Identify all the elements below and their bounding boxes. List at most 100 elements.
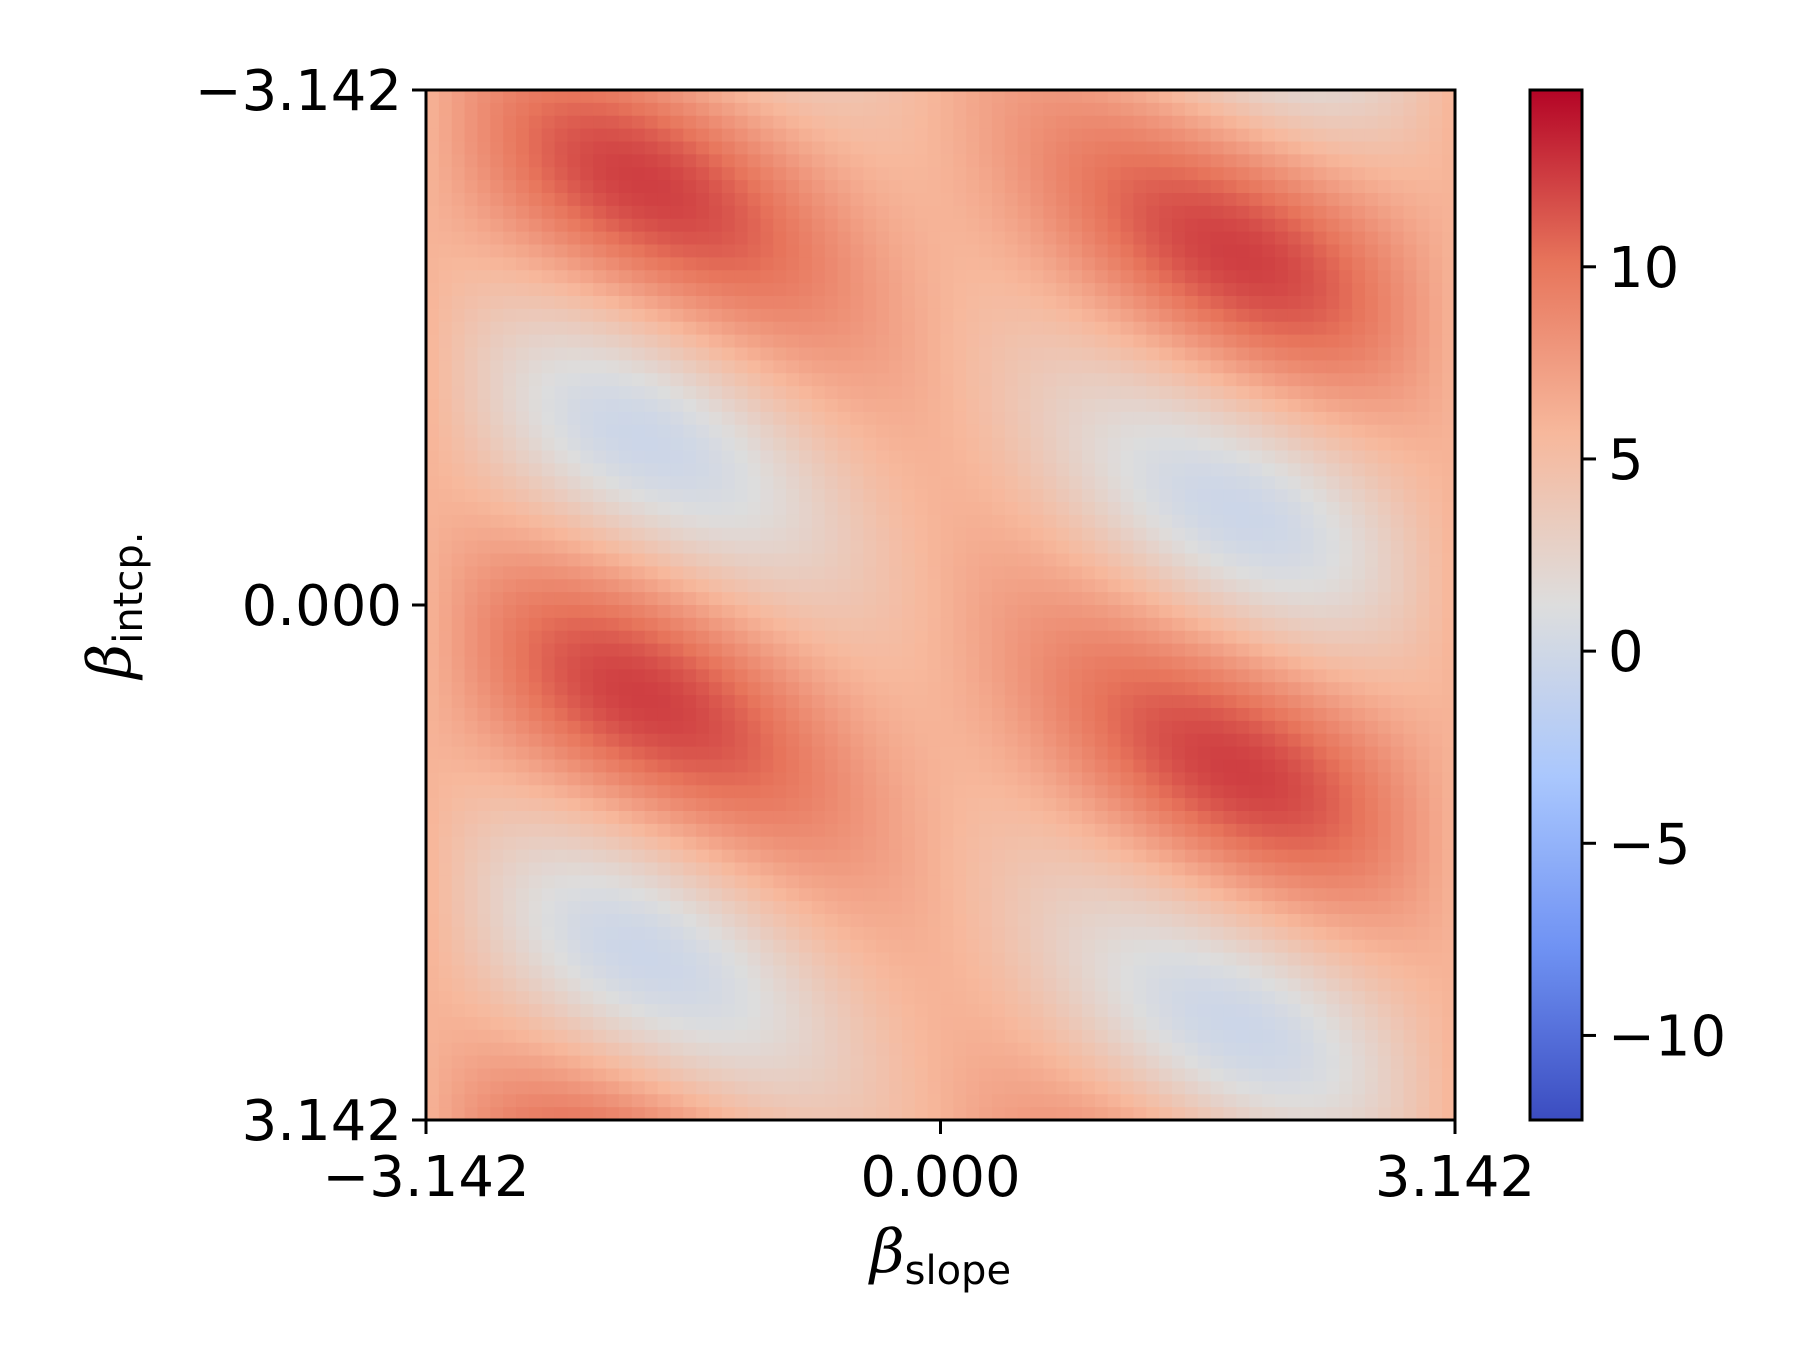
heatmap-cell [927,669,942,683]
heatmap-cell [1403,270,1418,284]
heatmap-cell [1429,424,1443,439]
heatmap-cell [863,193,877,207]
heatmap-cell [1069,115,1083,130]
heatmap-cell [1172,798,1186,812]
heatmap-cell [721,386,736,400]
heatmap-cell [1172,399,1186,413]
heatmap-cell [1133,321,1147,336]
heatmap-cell [1377,141,1392,155]
heatmap-cell [734,476,749,490]
heatmap-cell [927,566,942,580]
heatmap-cell [1120,592,1135,606]
heatmap-cell [1364,102,1379,117]
heatmap-cell [799,450,813,464]
heatmap-cell [799,798,813,812]
heatmap-cell [1326,579,1340,593]
heatmap-cell [1017,231,1032,246]
heatmap-cell [426,257,440,271]
heatmap-cell [1377,579,1392,593]
heatmap-cell [1197,154,1212,168]
heatmap-cell [914,296,929,310]
heatmap-cell [631,180,646,194]
heatmap-cell [1223,772,1237,786]
heatmap-cell [1339,180,1353,194]
heatmap-cell [554,720,569,735]
heatmap-cell [1017,308,1032,323]
heatmap-cell [567,476,581,490]
heatmap-cell [696,811,710,825]
heatmap-cell [747,669,762,683]
heatmap-cell [1094,566,1109,580]
heatmap-cell [567,617,581,632]
heatmap-cell [644,617,659,632]
heatmap-cell [1094,296,1109,310]
heatmap-cell [1159,514,1173,529]
heatmap-cell [889,360,903,374]
heatmap-cell [811,180,826,194]
heatmap-cell [1249,257,1263,271]
heatmap-cell [837,849,852,864]
heatmap-cell [1017,823,1032,838]
heatmap-cell [606,167,620,181]
heatmap-cell [1390,489,1405,503]
heatmap-cell [528,849,543,864]
heatmap-cell [516,296,530,310]
heatmap-cell [606,617,620,632]
heatmap-cell [1364,244,1379,258]
heatmap-cell [1403,836,1418,851]
heatmap-cell [760,128,774,143]
heatmap-cell [567,566,581,580]
heatmap-cell [451,128,466,143]
heatmap-cell [1146,321,1160,336]
heatmap-cell [1197,682,1212,696]
heatmap-cell [1056,823,1070,838]
heatmap-cell [1004,411,1019,426]
heatmap-cell [760,669,774,683]
heatmap-cell [1300,566,1315,580]
heatmap-cell [837,90,852,104]
heatmap-cell [786,566,800,580]
heatmap-cell [940,128,954,143]
heatmap-cell [490,862,504,876]
heatmap-cell [1262,180,1276,194]
heatmap-cell [567,759,581,773]
heatmap-cell [477,669,491,683]
heatmap-cell [1004,102,1019,117]
heatmap-cell [940,605,954,619]
heatmap-cell [631,308,646,323]
heatmap-cell [451,231,466,246]
heatmap-cell [721,553,736,567]
heatmap-cell [554,296,569,310]
heatmap-cell [1313,875,1327,889]
heatmap-cell [721,463,736,477]
heatmap-cell [901,888,916,902]
heatmap-cell [1197,875,1212,889]
heatmap-cell [863,102,877,117]
heatmap-cell [1326,308,1340,323]
heatmap-cell [786,592,800,606]
heatmap-cell [1339,218,1353,233]
heatmap-cell [966,180,980,194]
heatmap-cell [1287,643,1302,658]
heatmap-cell [1159,502,1173,516]
heatmap-cell [657,849,671,864]
heatmap-cell [1184,283,1199,297]
heatmap-cell [786,128,800,143]
heatmap-cell [1210,579,1225,593]
heatmap-cell [554,90,569,104]
heatmap-cell [1326,141,1340,155]
heatmap-cell [1094,218,1109,233]
heatmap-cell [1172,540,1186,555]
heatmap-cell [657,798,671,812]
heatmap-cell [786,540,800,555]
heatmap-cell [1326,514,1340,529]
heatmap-cell [850,321,864,336]
heatmap-cell [760,849,774,864]
heatmap-cell [503,759,517,773]
heatmap-cell [773,296,787,310]
heatmap-cell [1146,399,1160,413]
heatmap-cell [1133,218,1147,233]
heatmap-cell [1107,669,1122,683]
heatmap-cell [1236,167,1250,181]
heatmap-cell [477,798,491,812]
